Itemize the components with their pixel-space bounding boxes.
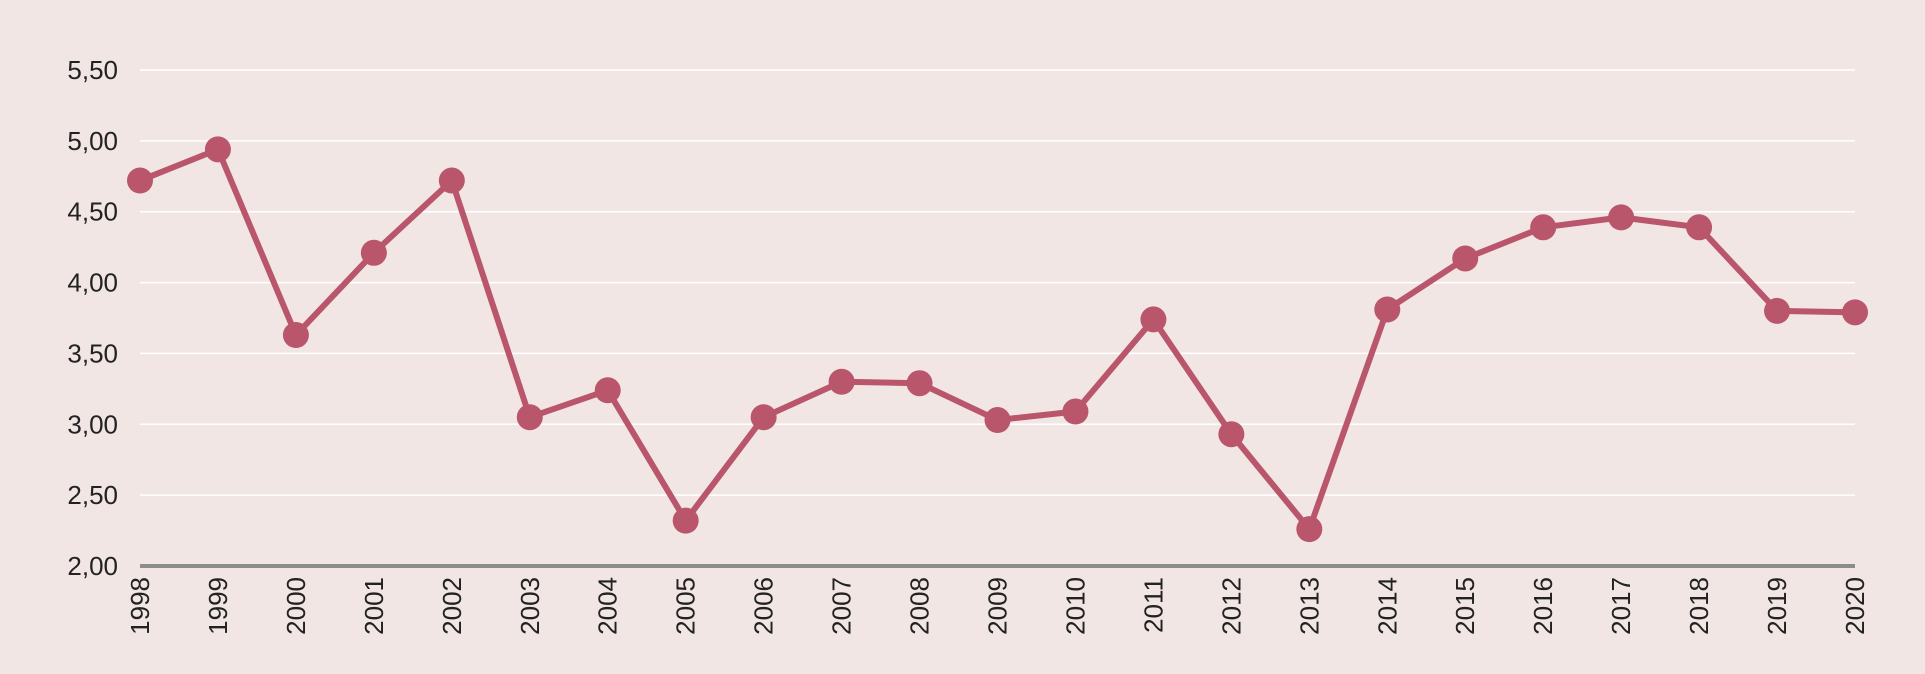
x-tick-label: 2011 [1138,577,1168,633]
x-tick-label: 2002 [437,577,467,635]
data-point [1140,306,1167,333]
x-tick-label: 2018 [1684,577,1714,635]
x-tick-label: 2015 [1450,577,1480,635]
x-tick-label: 2013 [1294,577,1324,635]
data-point [906,370,933,397]
data-point [1452,245,1479,272]
data-point [1218,421,1245,448]
x-tick-label: 2006 [749,577,779,635]
y-axis: 2,00 2,50 3,00 3,50 4,00 4,50 5,00 5,50 [67,55,118,581]
data-point [594,377,621,404]
x-tick-label: 2001 [359,577,389,635]
x-tick-label: 2003 [515,577,545,635]
data-point [1686,214,1713,241]
data-point [1530,214,1557,241]
x-tick-label: 2020 [1840,577,1870,635]
data-point [828,368,855,395]
x-tick-label: 2016 [1528,577,1558,635]
x-tick-label: 1999 [203,577,233,635]
x-tick-label: 2019 [1762,577,1792,635]
data-point [127,167,153,194]
data-point [282,322,309,349]
data-point [750,404,777,431]
x-tick-label: 2009 [983,577,1013,635]
x-tick-label: 2008 [905,577,935,635]
x-tick-label: 2004 [593,577,623,635]
y-tick-label: 3,00 [67,409,118,439]
data-point [1062,398,1089,425]
x-tick-label: 2010 [1060,577,1090,635]
x-tick-label: 2000 [281,577,311,635]
data-point [438,167,465,194]
series-group [127,136,1868,543]
x-tick-label: 2005 [671,577,701,635]
data-point [360,239,387,266]
data-point [516,404,543,431]
y-tick-label: 4,00 [67,268,118,298]
y-tick-label: 5,50 [67,55,118,85]
x-tick-label: 2012 [1216,577,1246,635]
y-tick-label: 3,50 [67,338,118,368]
data-point [672,507,699,534]
y-tick-label: 5,00 [67,126,118,156]
data-point [204,136,231,163]
y-tick-label: 2,50 [67,480,118,510]
data-point [1374,296,1401,323]
x-tick-label: 2007 [827,577,857,635]
data-point [1842,299,1868,326]
data-point [1764,297,1791,324]
x-tick-label: 2014 [1372,577,1402,635]
x-tick-label: 2017 [1606,577,1636,635]
data-point [1608,204,1635,231]
data-point [1296,516,1323,543]
data-point [984,407,1011,434]
y-tick-label: 4,50 [67,197,118,227]
x-axis: 1998 1999 2000 2001 2002 2003 2004 2005 2006 2007… [125,564,1870,635]
y-tick-label: 2,00 [67,551,118,581]
x-tick-label: 1998 [125,577,155,635]
